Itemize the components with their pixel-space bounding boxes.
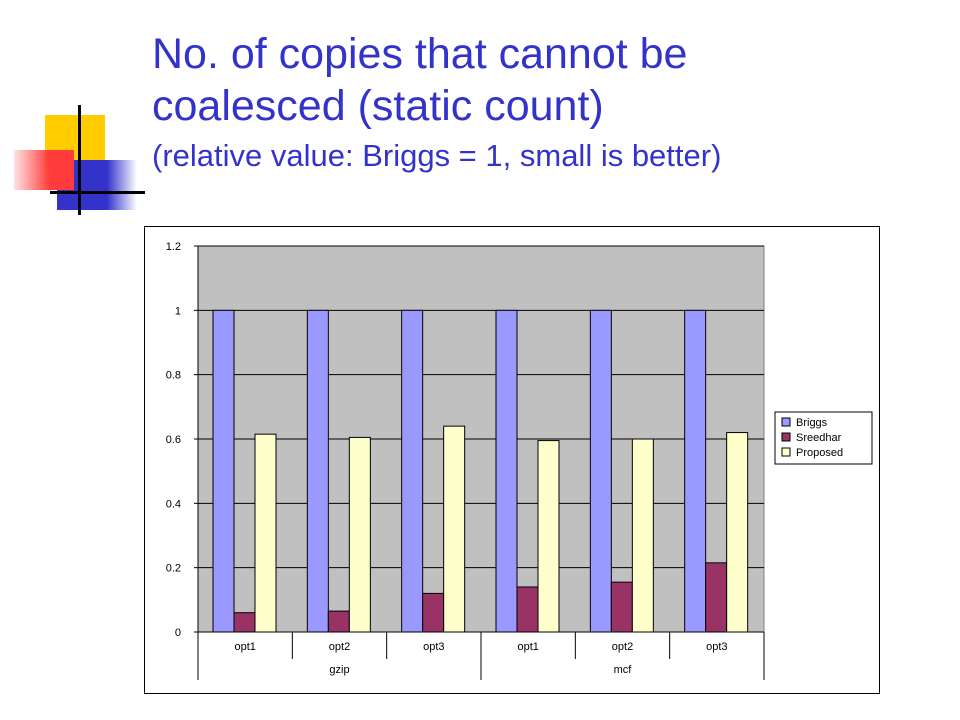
title-line-1: No. of copies that cannot be xyxy=(152,30,688,78)
legend-label: Briggs xyxy=(796,417,828,429)
group-label: mcf xyxy=(614,664,633,676)
y-tick-label: 0.8 xyxy=(166,370,181,382)
bar-proposed-1 xyxy=(348,436,371,633)
x-tick-label: opt3 xyxy=(706,641,727,653)
bar-sreedhar-5 xyxy=(705,562,728,633)
chart-frame: 0 0.2 0.4 0.6 0.8 1 1.2 opt1 opt2 opt3 opt1 opt2 opt… xyxy=(144,226,880,694)
decor-red-square xyxy=(14,150,74,190)
legend-swatch xyxy=(781,417,791,427)
y-tick-label: 0.4 xyxy=(166,498,181,510)
decor-horizontal-line xyxy=(50,191,145,194)
bar-briggs-1 xyxy=(306,309,329,633)
x-tick-label: opt2 xyxy=(329,641,350,653)
x-tick-label: opt1 xyxy=(234,641,255,653)
bar-sreedhar-0 xyxy=(233,612,256,633)
decor-vertical-line xyxy=(78,105,81,215)
x-tick-label: opt1 xyxy=(517,641,538,653)
bar-proposed-4 xyxy=(631,438,654,633)
x-tick-label: opt3 xyxy=(423,641,444,653)
bar-briggs-5 xyxy=(684,309,707,633)
group-label: gzip xyxy=(329,664,349,676)
legend-label: Proposed xyxy=(796,447,843,459)
bar-briggs-3 xyxy=(495,309,518,633)
legend-swatch xyxy=(781,432,791,442)
bar-briggs-2 xyxy=(401,309,424,633)
legend-label: Sreedhar xyxy=(796,432,842,444)
y-tick-label: 0.2 xyxy=(166,563,181,575)
bar-proposed-2 xyxy=(443,425,466,633)
decor-blue-fade xyxy=(107,160,137,210)
bar-briggs-0 xyxy=(212,309,235,633)
y-tick-label: 0 xyxy=(175,627,181,639)
bar-sreedhar-2 xyxy=(422,592,445,633)
bar-proposed-5 xyxy=(726,432,749,633)
legend-swatch xyxy=(781,447,791,457)
bar-sreedhar-4 xyxy=(610,581,633,633)
bar-proposed-0 xyxy=(254,433,277,633)
legend-box xyxy=(774,411,873,465)
bar-proposed-3 xyxy=(537,440,560,633)
y-tick-label: 1 xyxy=(175,305,181,317)
slide-title: No. of copies that cannot be coalesced (… xyxy=(152,28,942,178)
title-line-2: coalesced (static count) xyxy=(152,82,604,130)
bar-sreedhar-3 xyxy=(516,586,539,633)
y-tick-label: 0.6 xyxy=(166,434,181,446)
bar-chart: 0 0.2 0.4 0.6 0.8 1 1.2 opt1 opt2 opt3 opt1 opt2 opt… xyxy=(166,241,873,680)
slide-decoration xyxy=(0,0,145,220)
x-tick-label: opt2 xyxy=(612,641,633,653)
bar-sreedhar-1 xyxy=(327,610,350,633)
bar-briggs-4 xyxy=(589,309,612,633)
y-tick-label: 1.2 xyxy=(166,241,181,253)
title-subtitle: (relative value: Briggs = 1, small is be… xyxy=(152,138,722,173)
